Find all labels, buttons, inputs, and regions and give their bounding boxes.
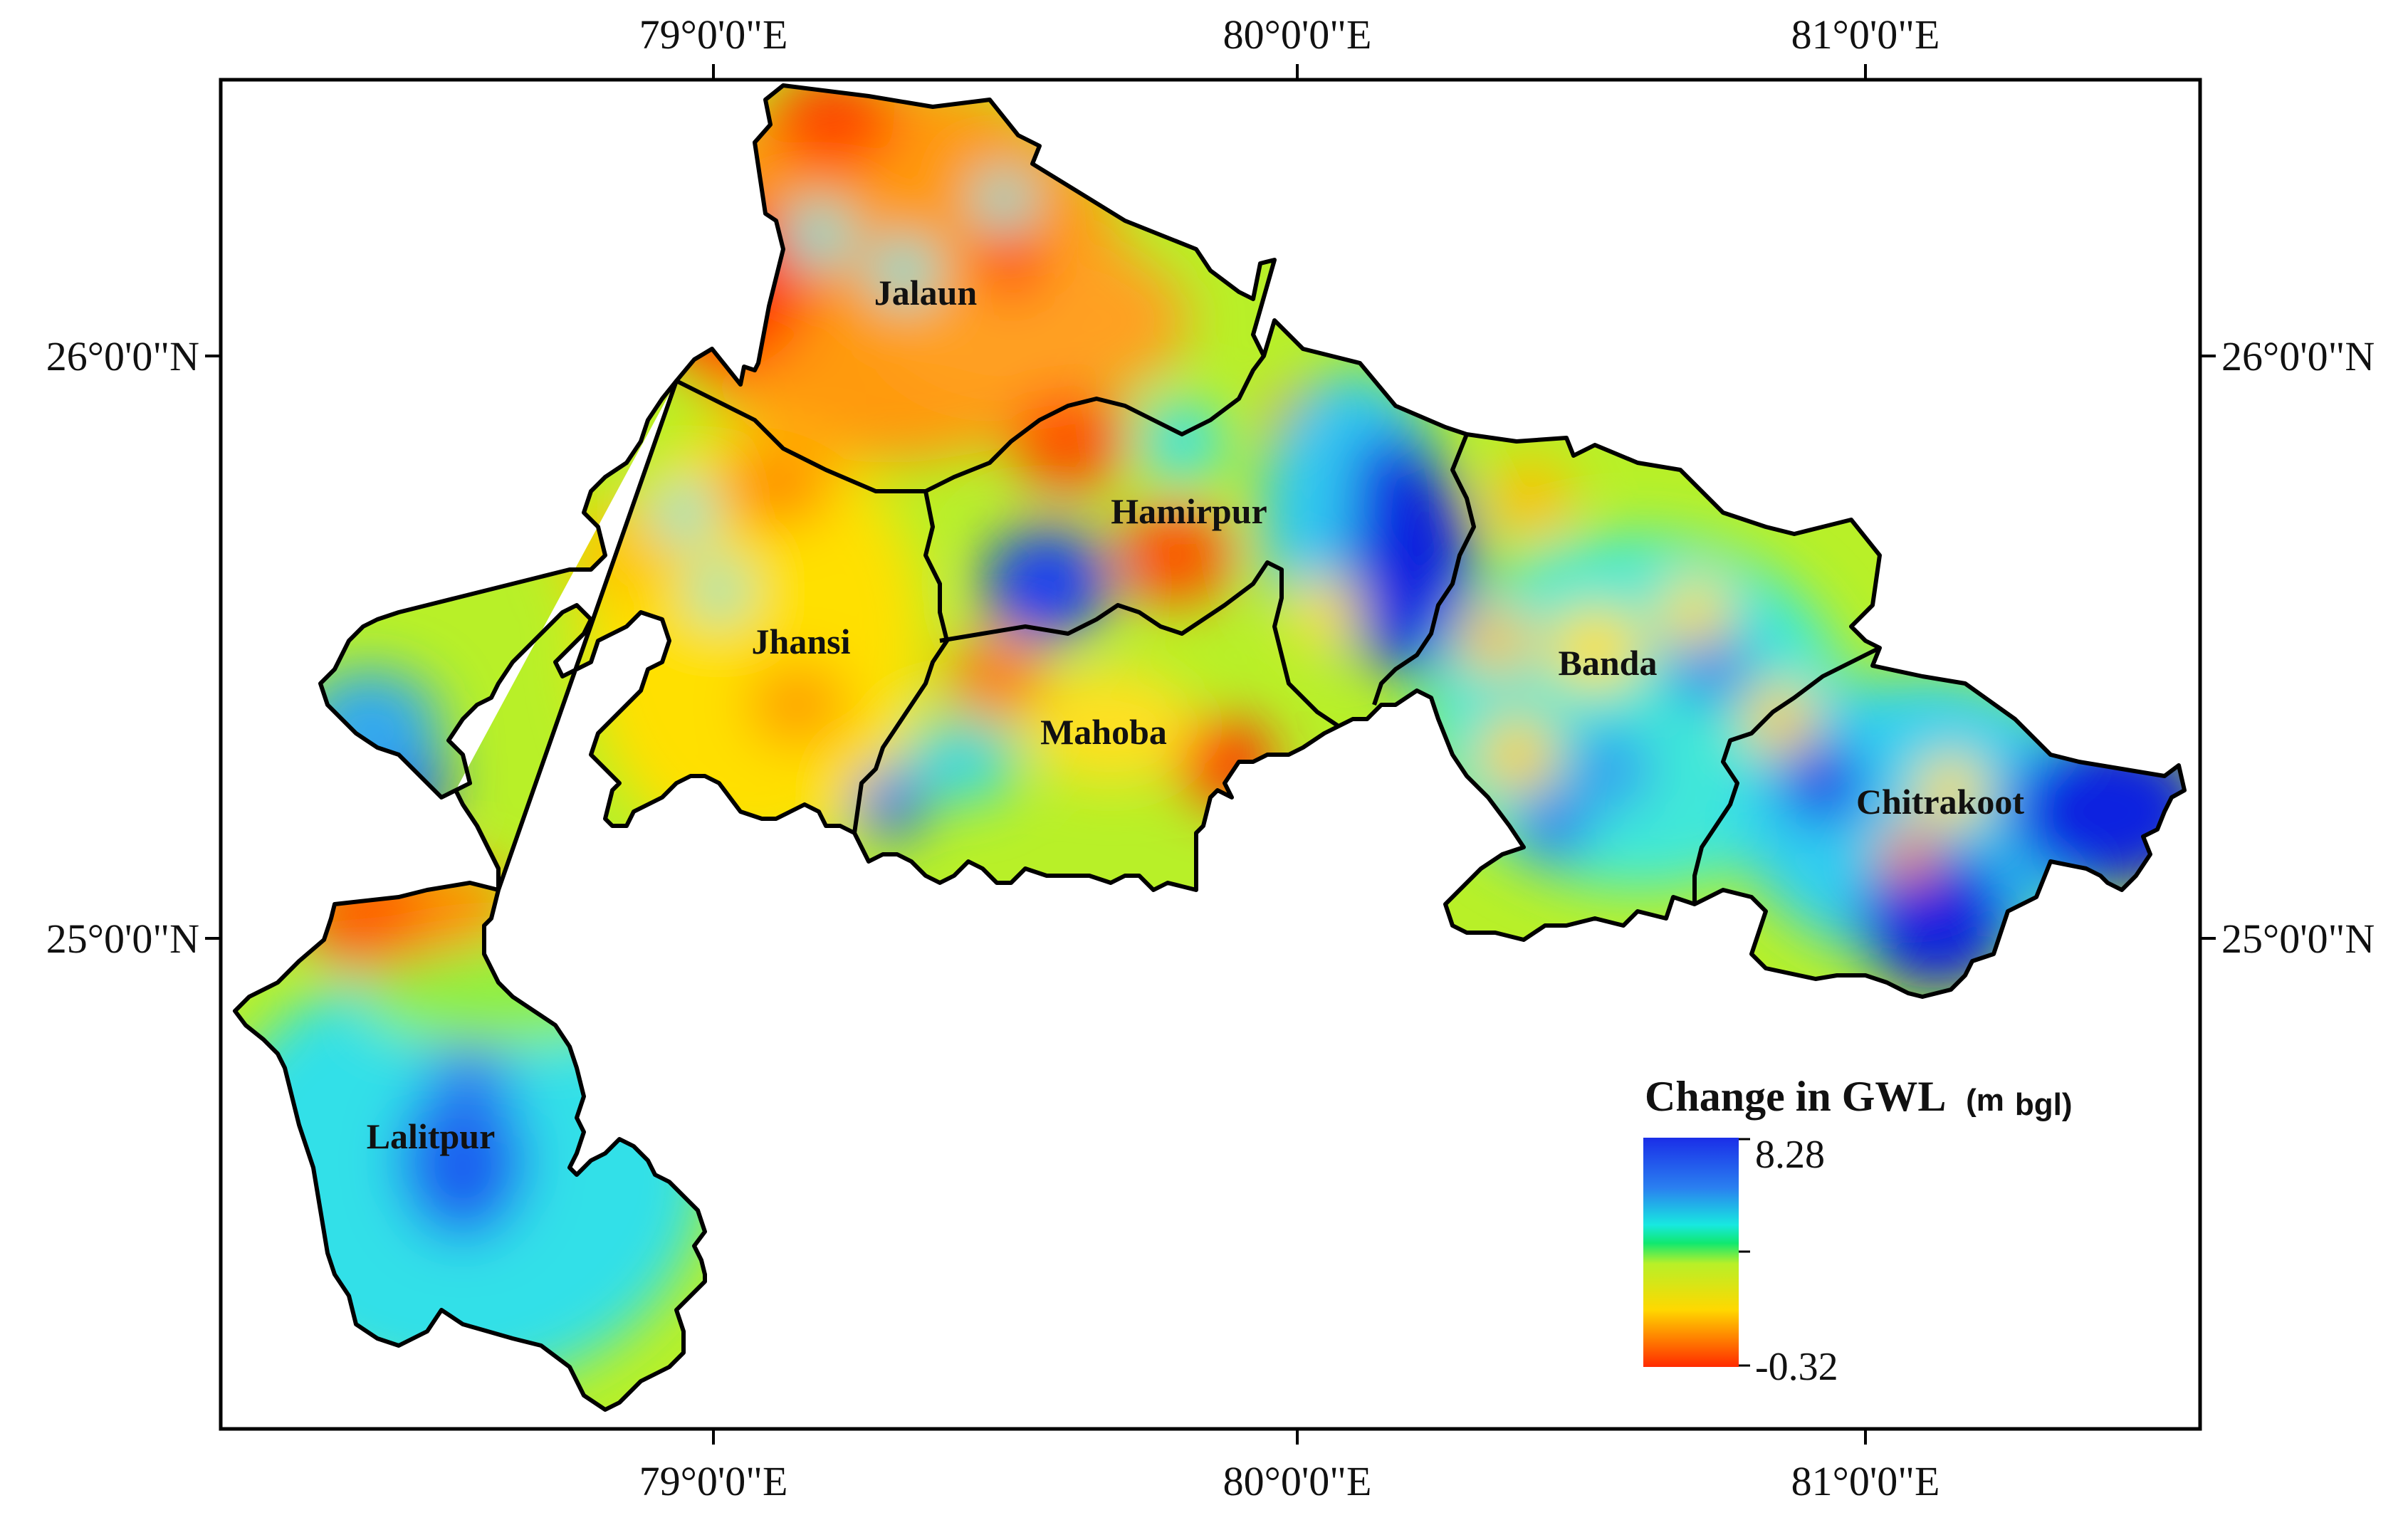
lat-tick-left-26: 26°0'0"N [46, 333, 199, 379]
map-ticks [205, 64, 2216, 1445]
lon-tick-top-81: 81°0'0"E [1791, 11, 1940, 58]
lat-tick-right-25: 25°0'0"N [2221, 916, 2375, 962]
lat-tick-left-25: 25°0'0"N [46, 916, 199, 962]
lon-tick-bottom-79: 79°0'0"E [639, 1458, 788, 1504]
district-label-hamirpur: Hamirpur [1111, 491, 1267, 531]
district-label-banda: Banda [1559, 643, 1658, 683]
lon-tick-bottom-81: 81°0'0"E [1791, 1458, 1940, 1504]
legend-title: Change in GWL (m bgl) [1645, 1073, 2073, 1122]
lon-tick-top-80: 80°0'0"E [1223, 11, 1372, 58]
legend: Change in GWL (m bgl) 8.28 -0.32 [1643, 1073, 2073, 1389]
district-label-jalaun: Jalaun [874, 273, 978, 313]
district-boundaries [233, 83, 2187, 1412]
lat-tick-right-26: 26°0'0"N [2221, 333, 2375, 379]
district-label-chitrakoot: Chitrakoot [1856, 782, 2024, 822]
legend-colorbar [1643, 1138, 1739, 1367]
legend-max-value: 8.28 [1755, 1133, 1825, 1177]
district-label-lalitpur: Lalitpur [367, 1116, 496, 1156]
district-label-mahoba: Mahoba [1040, 712, 1167, 752]
lon-tick-top-79: 79°0'0"E [639, 11, 788, 58]
lon-tick-bottom-80: 80°0'0"E [1223, 1458, 1372, 1504]
district-label-jhansi: Jhansi [752, 622, 851, 661]
legend-min-value: -0.32 [1755, 1345, 1838, 1389]
